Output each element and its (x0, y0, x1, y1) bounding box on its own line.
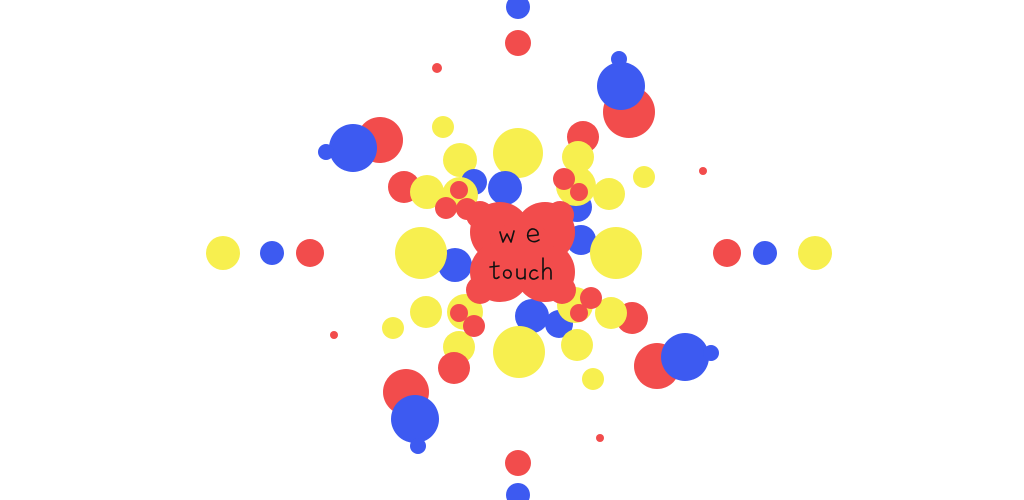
dot (505, 450, 531, 476)
dot (432, 116, 454, 138)
dot (506, 483, 530, 500)
dot (493, 326, 545, 378)
dot (443, 143, 477, 177)
dot (488, 171, 522, 205)
dot (456, 198, 478, 220)
dot (703, 345, 719, 361)
dot (410, 175, 444, 209)
dot (505, 30, 531, 56)
dot (546, 201, 574, 229)
dot (506, 0, 530, 19)
dot (382, 317, 404, 339)
dot (580, 287, 602, 309)
dot (713, 239, 741, 267)
dot (438, 352, 470, 384)
dot (611, 51, 627, 67)
dot (463, 315, 485, 337)
dot (561, 329, 593, 361)
dot (593, 178, 625, 210)
dot (329, 124, 377, 172)
dot (432, 63, 442, 73)
dot (466, 276, 494, 304)
dot (562, 141, 594, 173)
dot (206, 236, 240, 270)
dot (633, 166, 655, 188)
handwritten-lettering (489, 228, 552, 280)
dot (590, 227, 642, 279)
dot (699, 167, 707, 175)
dot (553, 168, 575, 190)
dot (753, 241, 777, 265)
dot (595, 297, 627, 329)
dot (570, 183, 588, 201)
dot (391, 395, 439, 443)
dots-layer (206, 0, 832, 500)
dot (410, 296, 442, 328)
dot (490, 220, 554, 284)
dot (570, 304, 588, 322)
dot (661, 333, 709, 381)
dot (318, 144, 334, 160)
dot (515, 299, 549, 333)
dot (596, 434, 604, 442)
dot (582, 368, 604, 390)
dot (435, 197, 457, 219)
dot (410, 438, 426, 454)
dot (493, 128, 543, 178)
dot (597, 62, 645, 110)
dot (260, 241, 284, 265)
dot (330, 331, 338, 339)
dot (548, 276, 576, 304)
dot (296, 239, 324, 267)
dot (395, 227, 447, 279)
dot (450, 181, 468, 199)
dot (450, 304, 468, 322)
dot (798, 236, 832, 270)
